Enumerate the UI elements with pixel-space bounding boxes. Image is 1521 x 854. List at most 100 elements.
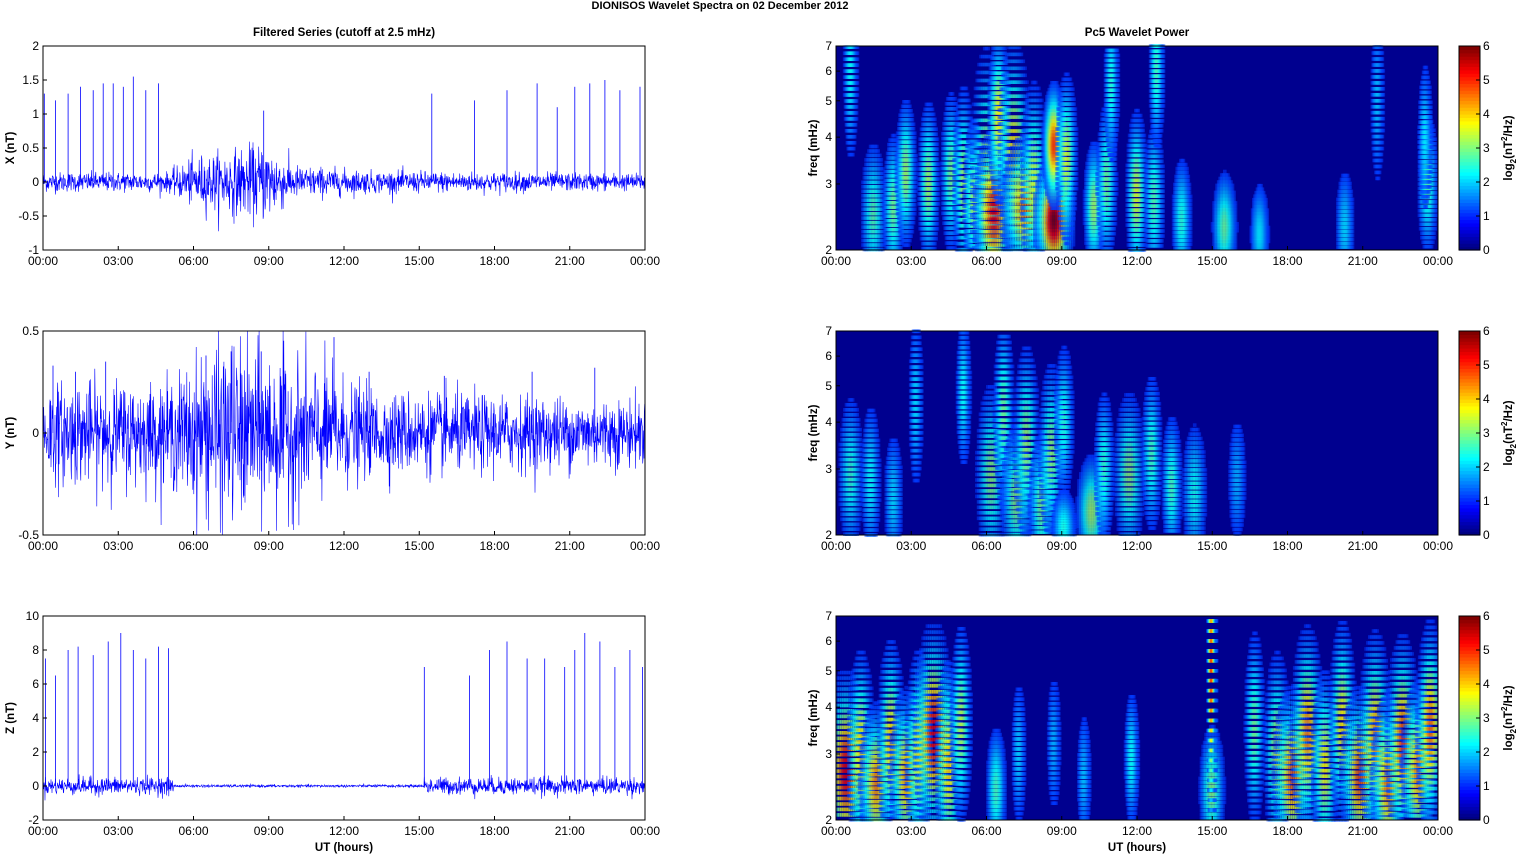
heatmap-cell [934,132,938,136]
heatmap-cell [1005,56,1009,60]
figure-title: DIONISOS Wavelet Spectra on 02 December … [592,0,849,12]
y-tick-label: 0 [32,779,39,793]
right-column-title: Pc5 Wavelet Power [1085,27,1190,39]
heatmap-cell [936,207,940,211]
heatmap-cell [854,123,858,127]
heatmap-cell [876,149,880,153]
heatmap-cell [966,93,970,97]
x-tick-label: 00:00 [630,824,660,838]
x-tick-label: 03:00 [103,539,133,553]
heatmap-cell [880,163,884,167]
x-tick-label: 21:00 [555,539,585,553]
heatmap-cell [851,153,855,157]
heatmap-cell [953,97,957,101]
x-tick-label: 12:00 [329,539,359,553]
y-tick-label: 10 [26,609,40,623]
x-tick-label: 00:00 [28,824,58,838]
heatmap-cell [936,212,940,216]
heatmap-cell [856,69,860,73]
y-tick-label: 0.5 [22,141,39,155]
heatmap-cell [855,111,859,115]
y-tick-label: 1.5 [22,73,39,87]
heatmap-cell [852,147,856,151]
heatmap-cell [908,105,912,109]
heatmap-cell [912,127,916,131]
heatmap-cell [1022,60,1026,64]
x-tick-label: 18:00 [479,539,509,553]
heatmap-cell [854,129,858,133]
heatmap-cell [909,109,913,113]
x-tick-label: 06:00 [178,539,208,553]
y-tick-label: 2 [32,745,39,759]
heatmap-cell [951,92,955,96]
x-tick-label: 09:00 [254,824,284,838]
heatmap-cell [914,158,918,162]
y-tick-label: 2 [32,39,39,53]
heatmap-cell [911,230,915,234]
heatmap-cell [878,154,882,158]
x-tick-label: 18:00 [479,254,509,268]
heatmap-cell [1003,47,1007,51]
heatmap-cell [913,203,917,207]
x-tick-label: 00:00 [28,539,58,553]
heatmap-cell [913,131,917,135]
heatmap-cell [936,137,940,141]
y-tick-label: 0 [32,175,39,189]
heatmap-cell [937,202,941,206]
heatmap-cell [907,100,911,104]
heatmap-cell [933,118,937,122]
x-tick-label: 03:00 [103,254,133,268]
heatmap-cell [931,108,935,112]
left-column-title: Filtered Series (cutoff at 2.5 mHz) [253,27,435,39]
heatmap-cell [907,243,911,247]
heatmap-cell [937,197,941,201]
heatmap-cell [1020,53,1024,57]
heatmap-cell [855,99,859,103]
heatmap-cell [853,135,857,139]
heatmap-cell [933,242,937,246]
heatmap-cell [855,105,859,109]
x-tick-label: 09:00 [254,539,284,553]
y-tick-label: 0 [32,426,39,440]
heatmap-cell [911,118,915,122]
heatmap-cell [936,217,940,221]
heatmap-cell [913,149,917,153]
heatmap-cell [913,208,917,212]
heatmap-cell [914,154,918,158]
signal-trace [43,331,645,535]
y-tick-label: 8 [32,643,39,657]
heatmap-cell [913,199,917,203]
heatmap-cell [912,216,916,220]
heatmap-cell [912,221,916,225]
heatmap-cell [909,234,913,238]
heatmap-cell [933,123,937,127]
x-tick-label: 12:00 [329,824,359,838]
heatmap-cell [977,130,981,134]
heatmap-cell [968,105,972,109]
x-tick-label: 21:00 [555,824,585,838]
heatmap-cell [968,111,972,115]
x-tick-label: 09:00 [254,254,284,268]
heatmap-cell [967,99,971,103]
x-tick-label: 00:00 [630,539,660,553]
heatmap-cell [856,51,860,55]
heatmap-cell [934,127,938,131]
x-tick-label: 21:00 [555,254,585,268]
heatmap-cell [936,222,940,226]
heatmap-cell [965,87,969,91]
heatmap-cell [936,147,940,151]
heatmap-cell [936,227,940,231]
heatmap-cell [1023,67,1027,71]
heatmap-cell [856,87,860,91]
x-tick-label: 06:00 [178,254,208,268]
x-tick-label: 18:00 [479,824,509,838]
heatmap-cell [911,113,915,117]
heatmap-cell [913,212,917,216]
heatmap-cell [1023,74,1027,78]
x-tick-label: 00:00 [630,254,660,268]
heatmap-cell [856,81,860,85]
